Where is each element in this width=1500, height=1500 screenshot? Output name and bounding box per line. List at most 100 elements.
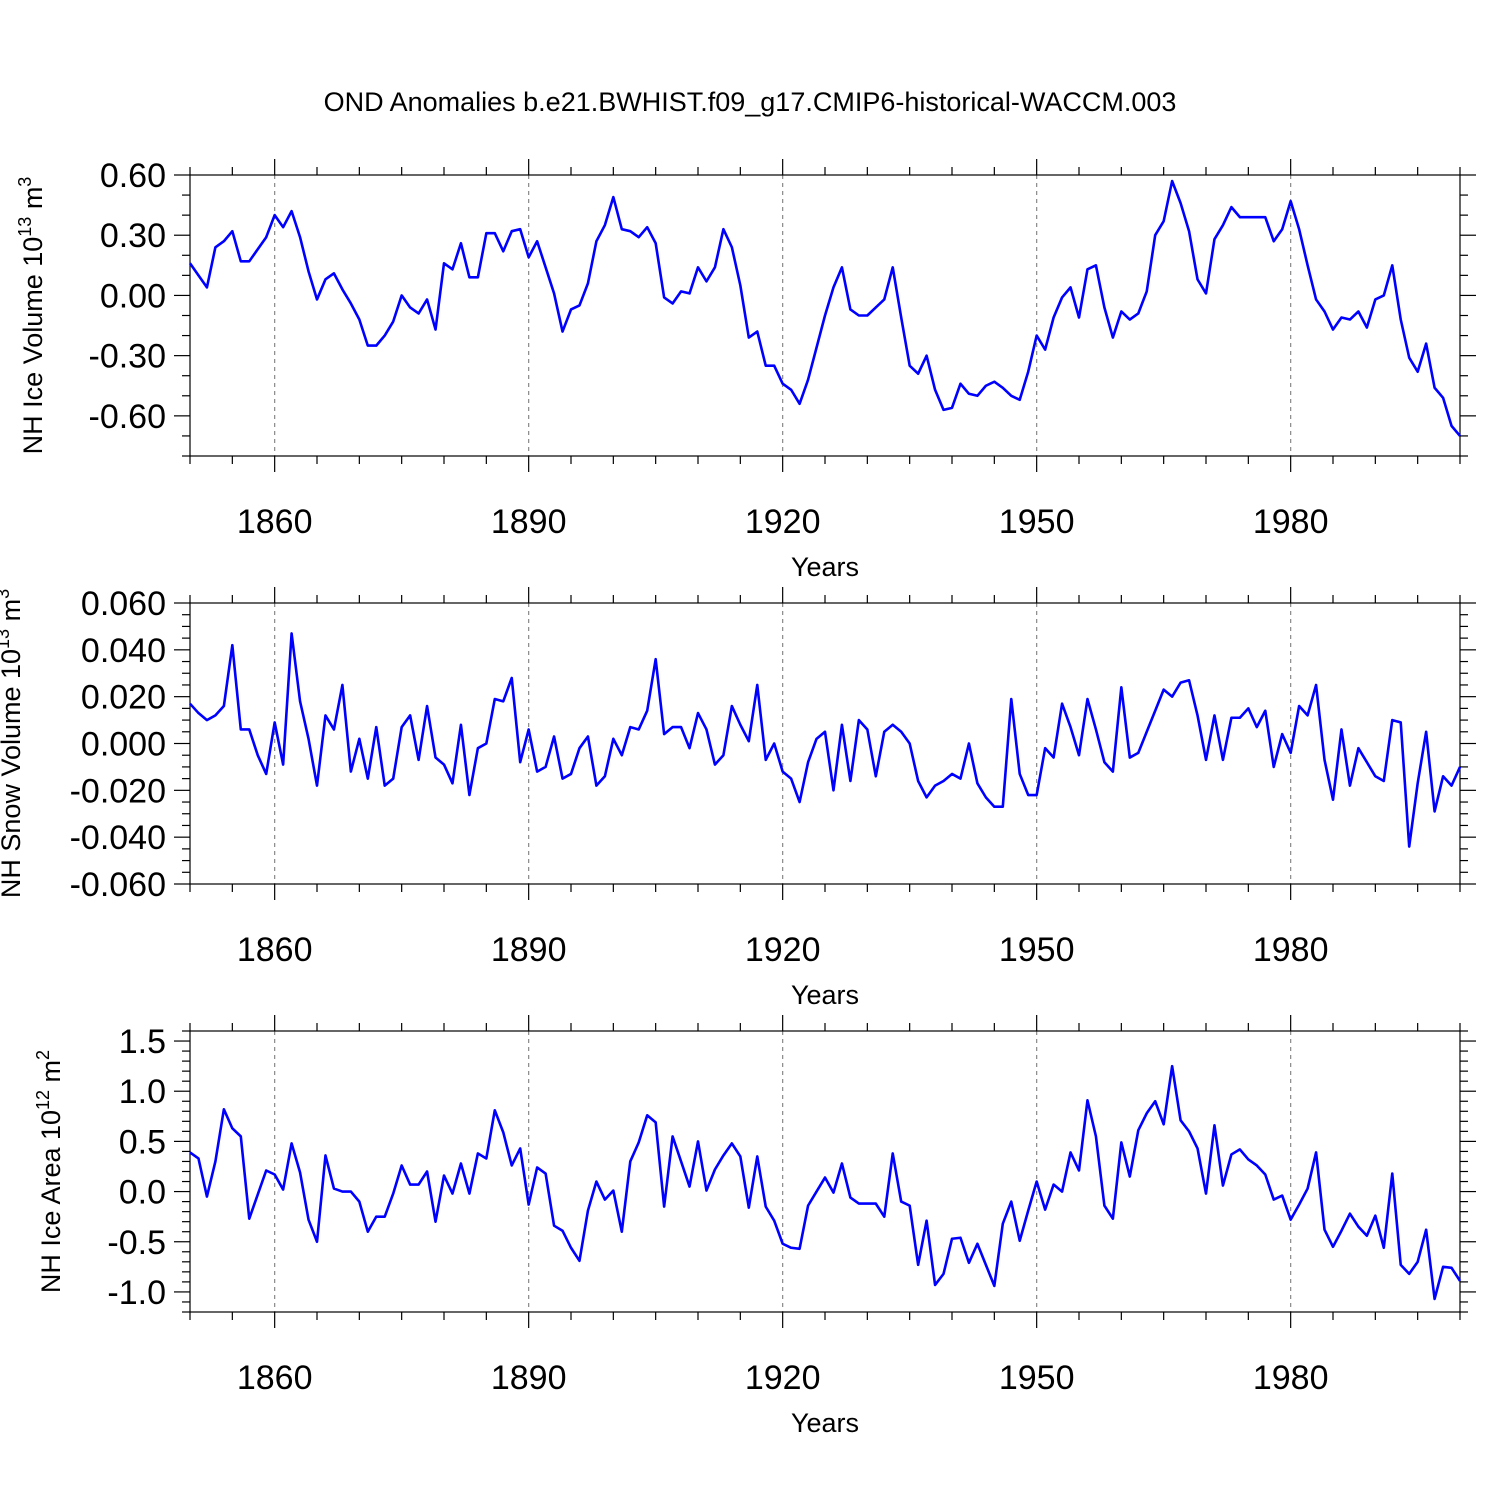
data-point (1273, 1198, 1275, 1200)
data-point (587, 1209, 589, 1211)
data-series (188, 179, 1461, 437)
data-point (595, 1180, 597, 1182)
data-point (468, 794, 470, 796)
data-point (519, 761, 521, 763)
data-point (993, 1285, 995, 1287)
data-point (1442, 775, 1444, 777)
data-point (189, 702, 191, 704)
data-point (900, 316, 902, 318)
data-point (1162, 220, 1164, 222)
data-point (223, 705, 225, 707)
data-point (1103, 1204, 1105, 1206)
data-point (934, 389, 936, 391)
data-point (1035, 334, 1037, 336)
data-point (265, 236, 267, 238)
data-point (1433, 1298, 1435, 1300)
data-point (942, 409, 944, 411)
data-point (333, 1187, 335, 1189)
data-point (1323, 1229, 1325, 1231)
data-point (1425, 731, 1427, 733)
data-point (1222, 1184, 1224, 1186)
data-point (1196, 714, 1198, 716)
data-point (1247, 216, 1249, 218)
data-point (663, 1205, 665, 1207)
data-point (1112, 1217, 1114, 1219)
data-point (1459, 766, 1461, 768)
data-point (739, 1155, 741, 1157)
data-point (646, 710, 648, 712)
data-point (1069, 726, 1071, 728)
data-point (1095, 1135, 1097, 1137)
data-point (434, 1220, 436, 1222)
data-point (1239, 717, 1241, 719)
data-point (629, 1160, 631, 1162)
data-point (1332, 328, 1334, 330)
data-point (1442, 397, 1444, 399)
data-point (1450, 425, 1452, 427)
data-point (1298, 705, 1300, 707)
data-point (1002, 1222, 1004, 1224)
data-point (426, 298, 428, 300)
data-point (1213, 1124, 1215, 1126)
x-tick-label: 1920 (745, 931, 821, 969)
data-point (697, 712, 699, 714)
data-point (265, 773, 267, 775)
data-point (214, 246, 216, 248)
data-point (240, 260, 242, 262)
data-point (1120, 1141, 1122, 1143)
data-point (722, 228, 724, 230)
data-point (197, 274, 199, 276)
data-point (638, 1141, 640, 1143)
data-point (1137, 1129, 1139, 1131)
data-point (705, 1189, 707, 1191)
data-point (1332, 799, 1334, 801)
data-point (1349, 318, 1351, 320)
data-point (417, 759, 419, 761)
data-point (426, 705, 428, 707)
x-tick-label: 1980 (1253, 1359, 1329, 1397)
y-tick-label: -1.0 (107, 1274, 166, 1312)
data-point (502, 250, 504, 252)
data-point (1408, 1273, 1410, 1275)
data-point (654, 242, 656, 244)
data-point (1391, 264, 1393, 266)
data-point (883, 1215, 885, 1217)
data-point (1340, 316, 1342, 318)
data-point (1416, 1261, 1418, 1263)
data-point (477, 276, 479, 278)
data-point (519, 1147, 521, 1149)
data-point (798, 403, 800, 405)
data-point (570, 773, 572, 775)
data-point (350, 770, 352, 772)
data-point (968, 1262, 970, 1264)
data-point (299, 1171, 301, 1173)
data-point (477, 1152, 479, 1154)
data-point (739, 724, 741, 726)
data-point (1323, 310, 1325, 312)
data-point (451, 782, 453, 784)
data-point (815, 738, 817, 740)
data-point (1222, 759, 1224, 761)
data-point (561, 777, 563, 779)
data-point (1171, 695, 1173, 697)
data-point (1086, 1099, 1088, 1101)
data-point (1340, 1230, 1342, 1232)
data-point (214, 714, 216, 716)
data-point (883, 731, 885, 733)
data-point (409, 714, 411, 716)
data-point (1002, 387, 1004, 389)
data-point (1298, 228, 1300, 230)
data-point (875, 306, 877, 308)
x-axis-title: Years (791, 980, 859, 1010)
data-point (688, 292, 690, 294)
data-point (570, 308, 572, 310)
nh-ice-area-panel: 1860 1890 1920 1950 1980 1.5 1.0 0.5 0.0 -0.5 -1.0… (33, 1015, 1476, 1438)
data-point (443, 1174, 445, 1176)
data-point (824, 731, 826, 733)
data-point (705, 728, 707, 730)
data-point (392, 320, 394, 322)
data-point (968, 393, 970, 395)
data-point (1264, 216, 1266, 218)
data-point (1179, 202, 1181, 204)
data-point (587, 735, 589, 737)
